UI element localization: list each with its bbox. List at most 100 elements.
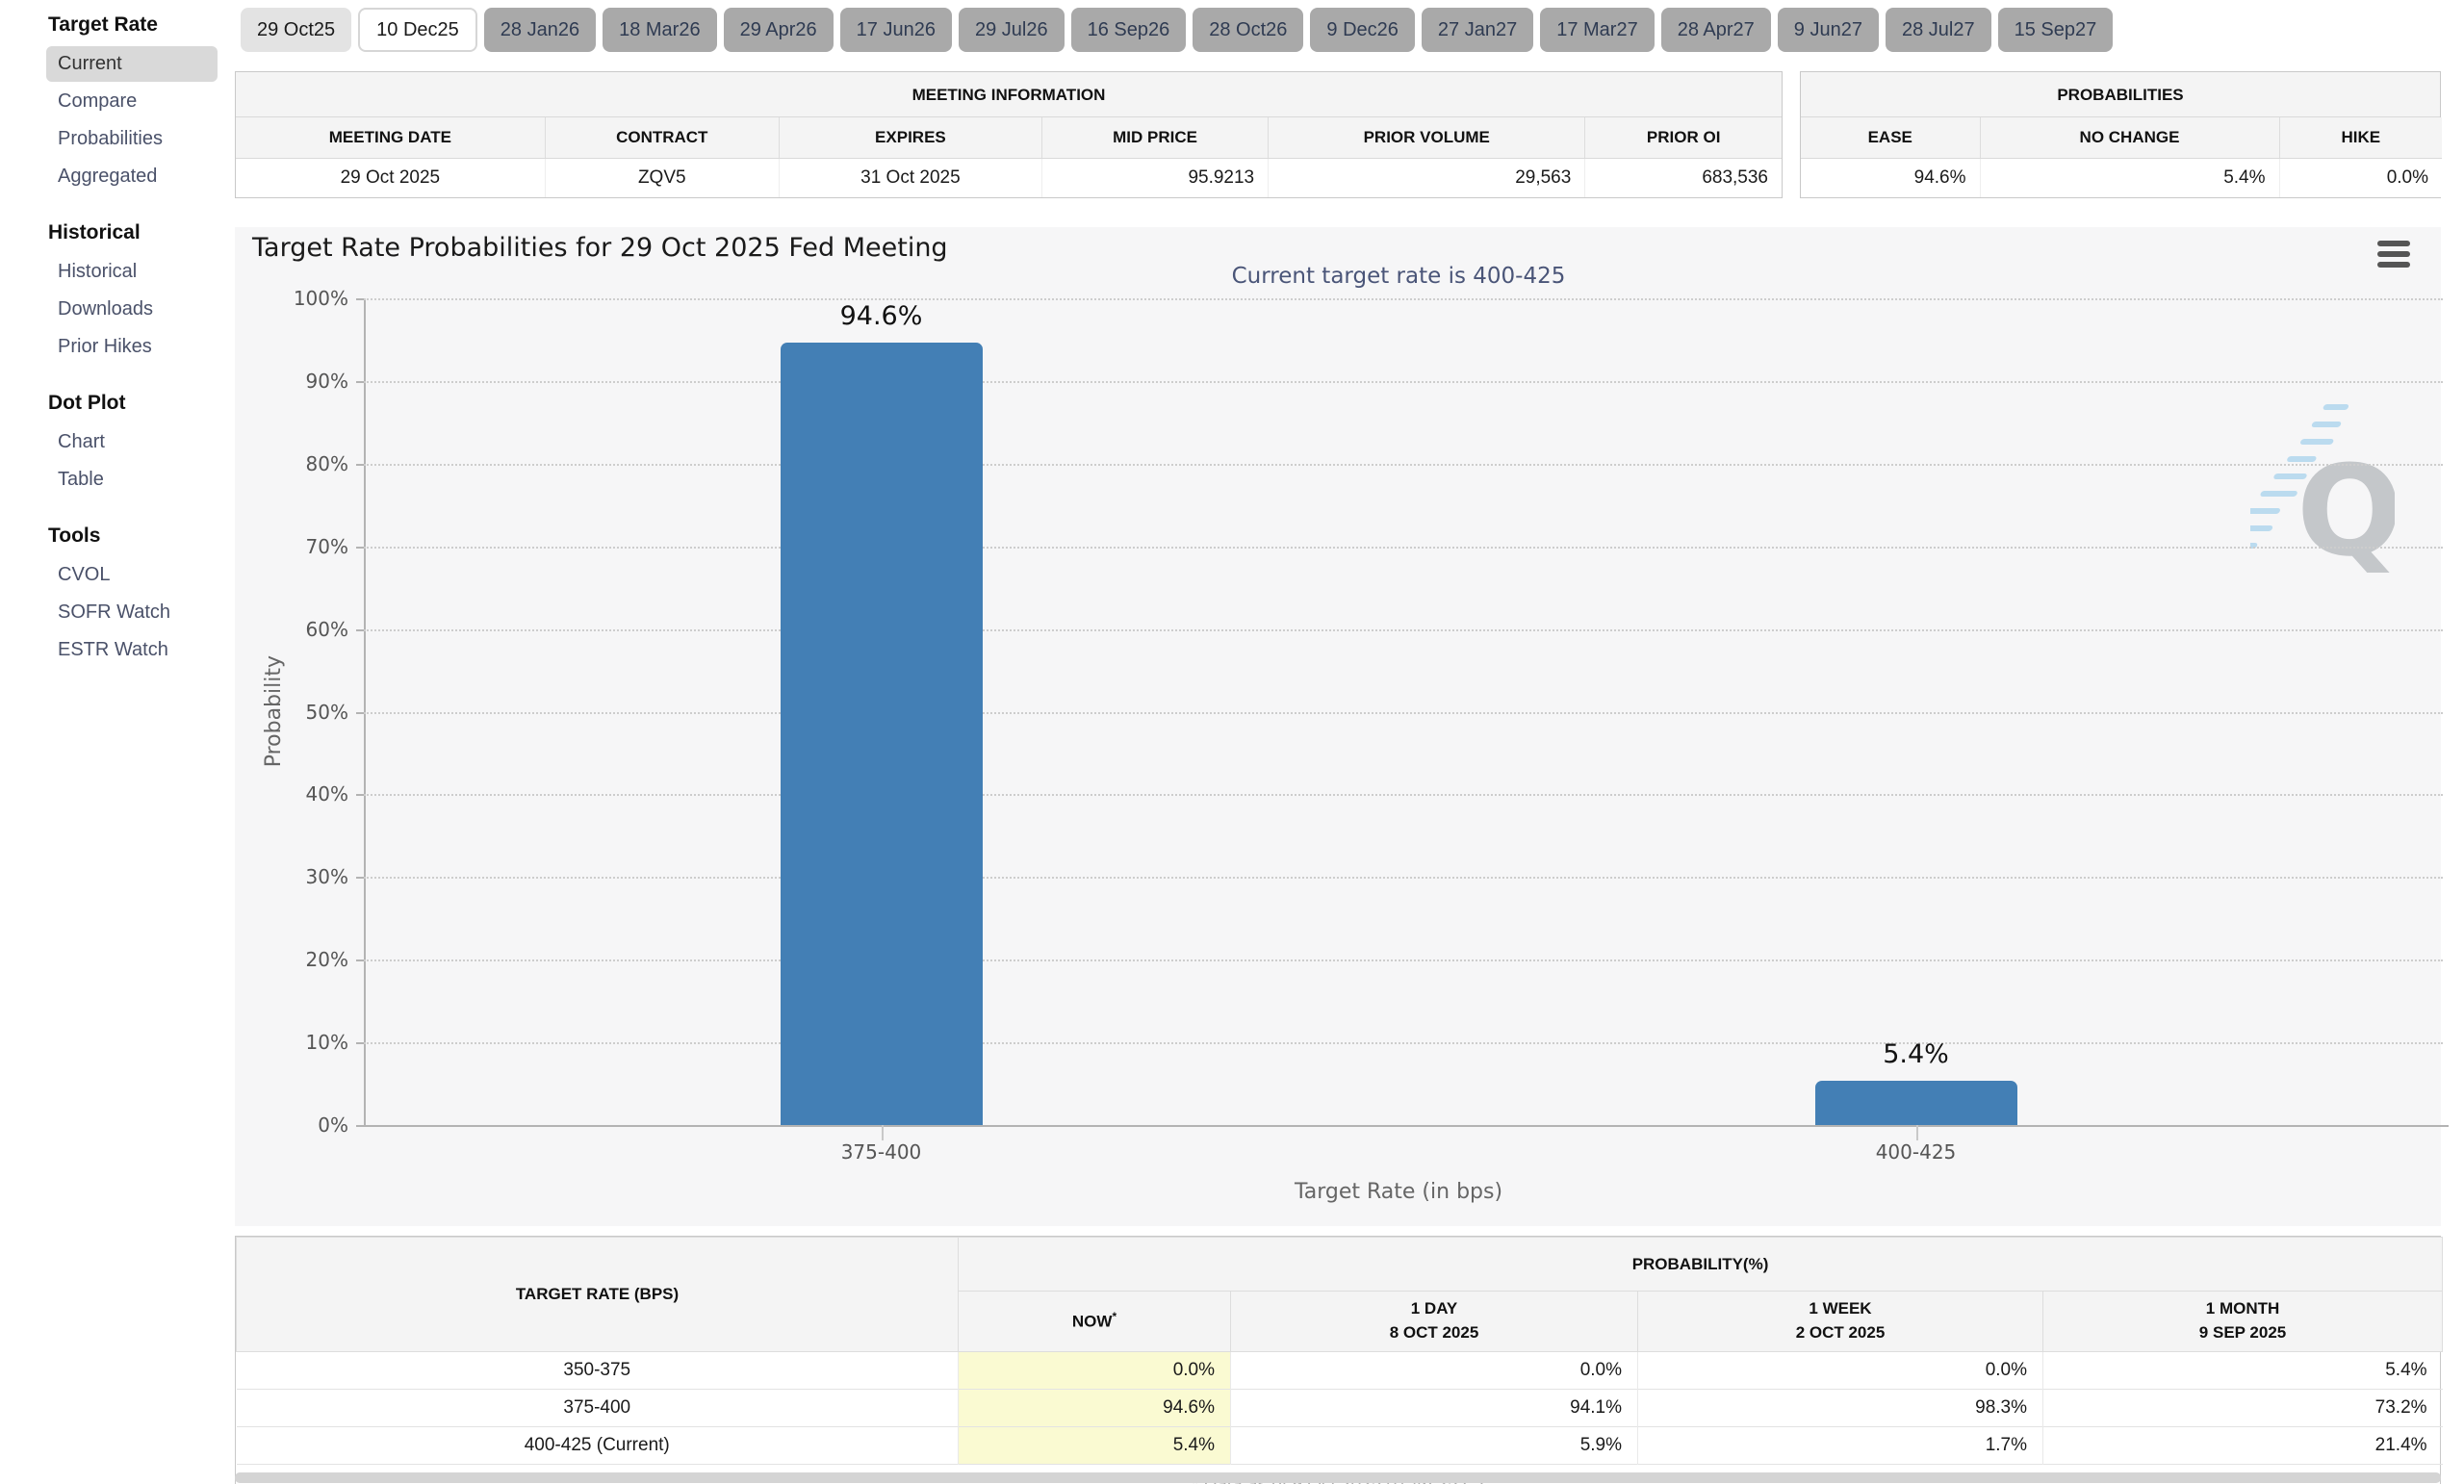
column-header-prior-volume: PRIOR VOLUME	[1268, 117, 1586, 159]
bar-375-400[interactable]	[780, 343, 983, 1125]
menu-bar-icon	[2377, 251, 2410, 257]
column-header-no-change: NO CHANGE	[1980, 117, 2280, 159]
one-day-column-header: 1 DAY 8 OCT 2025	[1230, 1291, 1638, 1352]
sidebar-section-historical: Historical Historical Downloads Prior Hikes	[0, 221, 231, 365]
now-asterisk: *	[1112, 1309, 1117, 1323]
one-month-date: 9 SEP 2025	[2198, 1323, 2287, 1342]
sidebar-header-historical: Historical	[48, 221, 141, 243]
column-header-expires: EXPIRES	[779, 117, 1042, 159]
sidebar-section-target-rate: Target Rate Current Compare Probabilities Ag…	[0, 13, 231, 194]
y-tick-mark	[356, 298, 364, 300]
column-header-hike: HIKE	[2279, 117, 2442, 159]
probability-cell: 98.3%	[1637, 1389, 2043, 1427]
gridline-60	[364, 628, 2443, 631]
y-tick-label-40: 40%	[305, 782, 348, 806]
quikstrike-watermark-logo: Q	[2197, 383, 2403, 627]
bar-value-label-400-425: 5.4%	[1883, 1038, 1949, 1069]
y-tick-label-60: 60%	[305, 617, 348, 641]
x-axis-title: Target Rate (in bps)	[1294, 1180, 1503, 1204]
one-month-label: 1 MONTH	[2205, 1299, 2280, 1318]
table-row-400-425-current: 400-425 (Current) 5.4% 5.9% 1.7% 21.4%	[236, 1426, 2443, 1465]
sidebar-item-current[interactable]: Current	[46, 46, 218, 82]
target-rate-bps-header: TARGET RATE (BPS)	[236, 1237, 959, 1352]
column-header-ease: EASE	[1801, 117, 1981, 159]
sidebar-item-chart[interactable]: Chart	[58, 431, 105, 452]
y-tick-label-50: 50%	[305, 700, 348, 724]
horizontal-scrollbar[interactable]	[235, 1472, 2441, 1483]
bar-value-label-375-400: 94.6%	[839, 301, 923, 332]
sidebar-item-historical[interactable]: Historical	[58, 261, 138, 282]
y-tick-label-70: 70%	[305, 534, 348, 558]
y-tick-label-30: 30%	[305, 865, 348, 889]
x-tick-mark	[1915, 1125, 1918, 1140]
meeting-tab-28-apr27[interactable]: 28 Apr27	[1660, 8, 1771, 52]
one-month-column-header: 1 MONTH 9 SEP 2025	[2041, 1291, 2444, 1352]
meeting-tab-10-dec25[interactable]: 10 Dec25	[358, 8, 477, 52]
y-tick-mark	[356, 711, 364, 714]
probability-history-table-wrap: TARGET RATE (BPS) PROBABILITY(%) NOW* 1 …	[235, 1236, 2444, 1484]
meeting-tab-29-oct25[interactable]: 29 Oct25	[241, 8, 352, 52]
target-rate-chart-panel: Target Rate Probabilities for 29 Oct 202…	[235, 227, 2449, 1226]
probabilities-value-row: 94.6% 5.4% 0.0%	[1801, 158, 2442, 197]
one-day-label: 1 DAY	[1410, 1299, 1458, 1318]
plot-area: Q 100% 90% 80% 70% 60% 50% 40% 30% 20% 10% 0% 94.6%…	[294, 287, 2449, 1164]
svg-text:Q: Q	[2297, 438, 2395, 584]
y-axis-title-text: Probability	[262, 655, 286, 768]
sidebar-item-table[interactable]: Table	[58, 469, 104, 490]
probabilities-title: PROBABILITIES	[1801, 72, 2440, 117]
meeting-tab-29-apr26[interactable]: 29 Apr26	[723, 8, 834, 52]
one-week-column-header: 1 WEEK 2 OCT 2025	[1637, 1291, 2043, 1352]
chart-menu-icon[interactable]	[2377, 241, 2410, 272]
y-tick-mark	[356, 380, 364, 383]
menu-bar-icon	[2377, 241, 2410, 246]
gridline-20	[364, 959, 2443, 962]
meeting-tab-16-sep26[interactable]: 16 Sep26	[1070, 8, 1187, 52]
sidebar-item-downloads[interactable]: Downloads	[58, 298, 153, 320]
table-row-375-400: 375-400 94.6% 94.1% 98.3% 73.2%	[236, 1389, 2443, 1427]
probability-cell: 73.2%	[2042, 1389, 2443, 1427]
x-category-label-400-425: 400-425	[1875, 1140, 1957, 1164]
sidebar-header-tools: Tools	[48, 525, 101, 547]
probabilities-header-row: EASE NO CHANGE HIKE	[1801, 117, 2442, 159]
sidebar-header-dot-plot: Dot Plot	[48, 392, 126, 414]
sidebar-item-cvol[interactable]: CVOL	[58, 564, 111, 585]
one-week-label: 1 WEEK	[1809, 1299, 1872, 1318]
meeting-tab-17-jun26[interactable]: 17 Jun26	[839, 8, 952, 52]
y-tick-label-80: 80%	[305, 451, 348, 475]
y-tick-mark	[356, 546, 364, 549]
meeting-tab-15-sep27[interactable]: 15 Sep27	[1997, 8, 2114, 52]
y-tick-mark	[356, 794, 364, 797]
y-tick-mark	[356, 877, 364, 880]
value-meeting-date: 29 Oct 2025	[236, 158, 546, 197]
sidebar-item-prior-hikes[interactable]: Prior Hikes	[58, 336, 152, 357]
meeting-tab-17-mar27[interactable]: 17 Mar27	[1540, 8, 1655, 52]
gridline-40	[364, 794, 2443, 797]
meeting-tab-9-dec26[interactable]: 9 Dec26	[1310, 8, 1415, 52]
column-header-contract: CONTRACT	[545, 117, 780, 159]
meeting-tab-28-jul27[interactable]: 28 Jul27	[1885, 8, 1991, 52]
meeting-tab-29-jul26[interactable]: 29 Jul26	[958, 8, 1065, 52]
sidebar-item-sofr-watch[interactable]: SOFR Watch	[58, 601, 171, 623]
sidebar-item-probabilities[interactable]: Probabilities	[58, 128, 163, 149]
sidebar-header-target-rate: Target Rate	[48, 13, 158, 36]
meeting-tab-28-jan26[interactable]: 28 Jan26	[483, 8, 597, 52]
sidebar-item-aggregated[interactable]: Aggregated	[58, 166, 158, 187]
sidebar-item-compare[interactable]: Compare	[58, 90, 138, 112]
prob-table-body: 350-375 0.0% 0.0% 0.0% 5.4% 375-400 94.6% 94.1%…	[236, 1351, 2443, 1465]
meeting-tab-28-oct26[interactable]: 28 Oct26	[1193, 8, 1304, 52]
probability-history-table: TARGET RATE (BPS) PROBABILITY(%) NOW* 1 …	[236, 1237, 2444, 1484]
one-week-date: 2 OCT 2025	[1795, 1323, 1886, 1342]
y-tick-label-20: 20%	[305, 948, 348, 972]
value-prior-volume: 29,563	[1268, 158, 1586, 197]
gridline-70	[364, 546, 2443, 549]
value-prior-oi: 683,536	[1584, 158, 1782, 197]
gridline-10	[364, 1042, 2443, 1045]
gridline-30	[364, 877, 2443, 880]
probability-cell: 5.9%	[1230, 1426, 1638, 1465]
meeting-tab-27-jan27[interactable]: 27 Jan27	[1421, 8, 1534, 52]
meeting-tab-18-mar26[interactable]: 18 Mar26	[603, 8, 717, 52]
sidebar-item-estr-watch[interactable]: ESTR Watch	[58, 639, 168, 660]
now-probability-cell: 94.6%	[958, 1389, 1231, 1427]
meeting-tab-9-jun27[interactable]: 9 Jun27	[1777, 8, 1879, 52]
bar-400-425[interactable]	[1814, 1080, 2017, 1125]
